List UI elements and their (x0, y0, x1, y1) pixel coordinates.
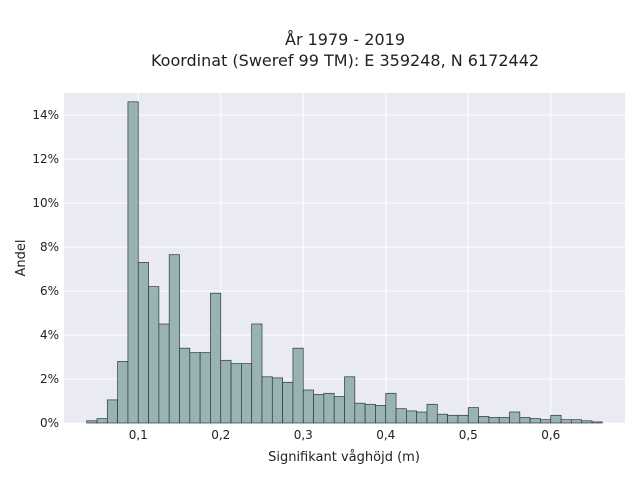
histogram-bar (375, 405, 387, 424)
histogram-bar (560, 419, 572, 424)
histogram-bar (148, 286, 160, 424)
y-tick-label: 8% (40, 240, 59, 254)
x-tick-label: 0,1 (129, 428, 148, 442)
y-tick-label: 6% (40, 284, 59, 298)
x-tick-label: 0,6 (541, 428, 560, 442)
histogram-bar (591, 421, 603, 424)
histogram-bar (189, 352, 201, 424)
y-tick-label: 10% (32, 196, 59, 210)
x-tick-label: 0,5 (459, 428, 478, 442)
histogram-bar (344, 376, 356, 424)
histogram-bar (519, 417, 531, 424)
histogram-bar (261, 376, 273, 424)
histogram-bar (210, 292, 222, 424)
y-tick-label: 2% (40, 372, 59, 386)
histogram-bar (179, 347, 191, 424)
histogram-bar (333, 396, 345, 424)
histogram-bar (137, 262, 149, 424)
histogram-bar (540, 419, 552, 424)
histogram-bar (498, 417, 510, 424)
histogram-bar (467, 407, 479, 424)
histogram-bar (457, 414, 469, 424)
histogram-bar (323, 392, 335, 424)
histogram-bar (230, 363, 242, 424)
histogram-bar (282, 381, 294, 424)
histogram-bar (271, 377, 283, 424)
bars-group (86, 101, 603, 424)
histogram-bar (199, 352, 211, 424)
histogram-bar (509, 411, 521, 424)
y-tick-labels: 0% 2% 4% 6% 8% 10% 12% 14% (32, 108, 59, 430)
histogram-bar (571, 419, 583, 424)
x-tick-label: 0,3 (294, 428, 313, 442)
histogram-bar (436, 413, 448, 424)
histogram-bar (241, 363, 253, 424)
y-tick-label: 12% (32, 152, 59, 166)
x-tick-labels: 0,1 0,2 0,3 0,4 0,5 0,6 (129, 428, 561, 442)
histogram-bar (385, 392, 397, 424)
histogram-bar (447, 414, 459, 424)
y-tick-label: 4% (40, 328, 59, 342)
histogram-bar (292, 347, 304, 424)
histogram-bar (96, 418, 108, 424)
chart-title: År 1979 - 2019 (285, 30, 405, 49)
histogram-bar (168, 254, 180, 424)
histogram-bar (416, 411, 428, 424)
histogram-bar (302, 389, 314, 424)
histogram-bar (529, 418, 541, 424)
histogram-bar (251, 323, 263, 424)
histogram-bar (406, 410, 418, 424)
histogram-bar (117, 361, 129, 424)
histogram-bar (220, 359, 232, 424)
y-tick-label: 14% (32, 108, 59, 122)
histogram-bar (364, 403, 376, 424)
y-tick-label: 0% (40, 416, 59, 430)
histogram-bar (550, 414, 562, 424)
histogram-bar (478, 416, 490, 424)
histogram-bar (488, 417, 500, 424)
histogram-bar (426, 403, 438, 424)
chart-subtitle: Koordinat (Sweref 99 TM): E 359248, N 61… (151, 51, 539, 70)
y-axis-label: Andel (14, 240, 29, 277)
histogram-bar (313, 394, 325, 424)
x-axis-label: Signifikant våghöjd (m) (268, 450, 420, 465)
x-tick-label: 0,4 (376, 428, 395, 442)
histogram-bar (127, 101, 139, 424)
histogram-bar (581, 420, 593, 424)
histogram-bar (395, 408, 407, 424)
histogram-bar (354, 402, 366, 424)
histogram-bar (86, 420, 98, 424)
histogram-bar (158, 323, 170, 424)
histogram-bar (106, 399, 118, 424)
x-tick-label: 0,2 (211, 428, 230, 442)
